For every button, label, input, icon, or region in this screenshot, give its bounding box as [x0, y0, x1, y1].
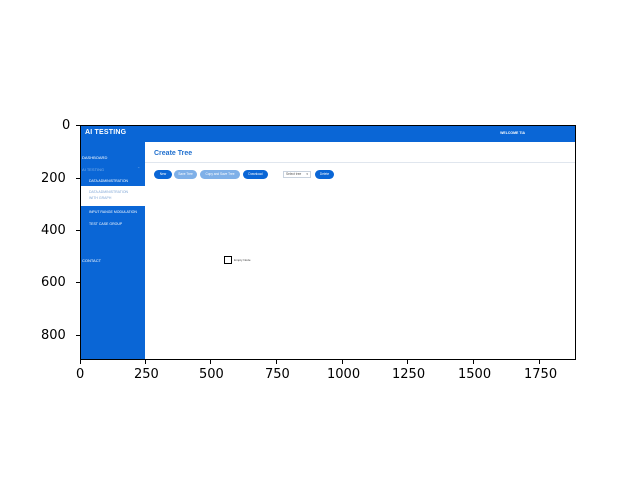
- x-tick-mark: [539, 360, 540, 364]
- save-tree-button[interactable]: Save Tree: [174, 170, 197, 179]
- sidebar-item-test-case[interactable]: TEST CASE GROUP: [89, 222, 123, 226]
- select-tree-dropdown[interactable]: Select tree ▾: [283, 171, 311, 178]
- sidebar: DASHBOARD AI TESTING ⌃ DATA ADMINISTRATI…: [81, 142, 145, 359]
- divider: [145, 162, 575, 163]
- sidebar-item-data-admin-graph[interactable]: DATA ADMINISTRATION WITH GRAPH: [81, 186, 145, 206]
- x-tick-label: 500: [199, 367, 224, 382]
- y-tick-label: 600: [41, 275, 66, 290]
- x-tick-mark: [342, 360, 343, 364]
- welcome-user-label[interactable]: WELCOME TIA: [500, 131, 525, 135]
- x-tick-label: 1500: [458, 367, 492, 382]
- x-tick-label: 250: [134, 367, 159, 382]
- select-tree-value: Select tree: [286, 172, 302, 176]
- x-tick-label: 0: [76, 367, 85, 382]
- x-tick-mark: [145, 360, 146, 364]
- y-tick-label: 800: [41, 328, 66, 343]
- download-button[interactable]: Download: [243, 170, 268, 179]
- sidebar-item-data-admin[interactable]: DATA ADMINISTRATION: [89, 179, 129, 183]
- x-tick-label: 1000: [327, 367, 361, 382]
- sidebar-item-ai-testing[interactable]: AI TESTING: [82, 167, 105, 172]
- app-header: AI TESTING WELCOME TIA: [81, 126, 575, 142]
- x-tick-mark: [276, 360, 277, 364]
- y-tick-mark: [76, 230, 80, 231]
- x-tick-label: 1750: [524, 367, 558, 382]
- screenshot-frame: AI TESTING WELCOME TIA DASHBOARD AI TEST…: [80, 125, 576, 360]
- chevron-down-icon: ▾: [306, 172, 308, 176]
- copy-save-tree-button[interactable]: Copy and Save Tree: [200, 170, 240, 179]
- y-tick-mark: [76, 125, 80, 126]
- page-title: Create Tree: [154, 150, 193, 157]
- x-tick-label: 750: [265, 367, 290, 382]
- empty-node-box[interactable]: [224, 256, 232, 264]
- x-tick-mark: [210, 360, 211, 364]
- sidebar-item-dashboard[interactable]: DASHBOARD: [82, 155, 108, 160]
- sidebar-item-contact[interactable]: CONTACT: [82, 258, 102, 263]
- y-tick-mark: [76, 178, 80, 179]
- y-tick-mark: [76, 335, 80, 336]
- sidebar-item-label: DATA ADMINISTRATION: [89, 190, 129, 194]
- x-tick-mark: [407, 360, 408, 364]
- sidebar-item-label: WITH GRAPH: [89, 196, 112, 200]
- x-tick-label: 1250: [392, 367, 426, 382]
- empty-node-label: Empty Node: [234, 258, 251, 262]
- chevron-up-icon[interactable]: ⌃: [137, 166, 141, 171]
- x-tick-mark: [473, 360, 474, 364]
- y-tick-label: 200: [41, 171, 66, 186]
- delete-button[interactable]: Delete: [315, 170, 334, 179]
- y-tick-label: 0: [62, 118, 71, 133]
- y-tick-label: 400: [41, 223, 66, 238]
- app-title: AI TESTING: [85, 129, 127, 136]
- new-button[interactable]: New: [154, 170, 172, 179]
- x-tick-mark: [80, 360, 81, 364]
- y-tick-mark: [76, 282, 80, 283]
- sidebar-item-input-range[interactable]: INPUT RANGE MODULATION: [89, 210, 137, 214]
